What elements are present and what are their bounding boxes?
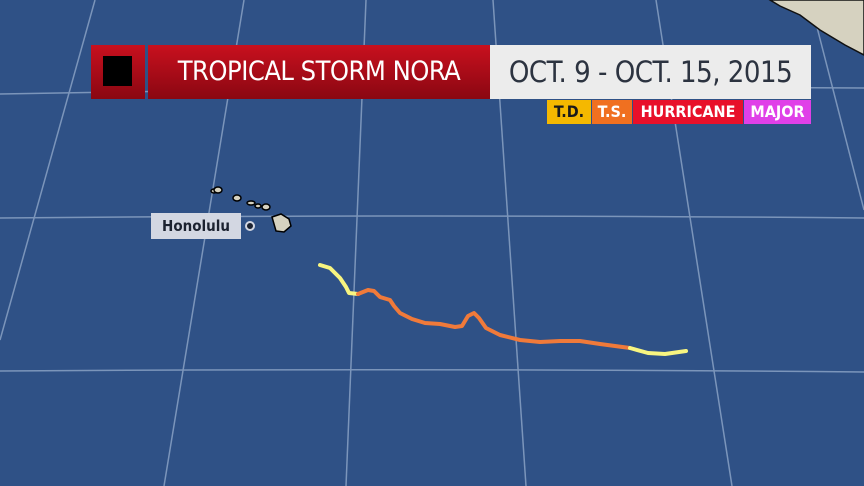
storm-title: TROPICAL STORM NORA	[148, 45, 490, 99]
track-td-end	[628, 346, 688, 356]
honolulu-marker	[245, 221, 255, 231]
legend-ts: T.S.	[592, 100, 632, 124]
track-ts	[356, 288, 632, 350]
legend-td: T.D.	[547, 100, 591, 124]
coastline	[768, 0, 864, 56]
legend-hurricane: HURRICANE	[633, 100, 743, 124]
date-range: OCT. 9 - OCT. 15, 2015	[490, 45, 811, 99]
track-td-start	[318, 263, 360, 296]
legend-major: MAJOR	[744, 100, 811, 124]
storm-track	[318, 263, 688, 356]
city-label-honolulu: Honolulu	[151, 213, 241, 239]
storm-icon-box	[91, 45, 145, 99]
storm-icon	[103, 56, 132, 86]
hawaiian-islands	[210, 186, 292, 233]
